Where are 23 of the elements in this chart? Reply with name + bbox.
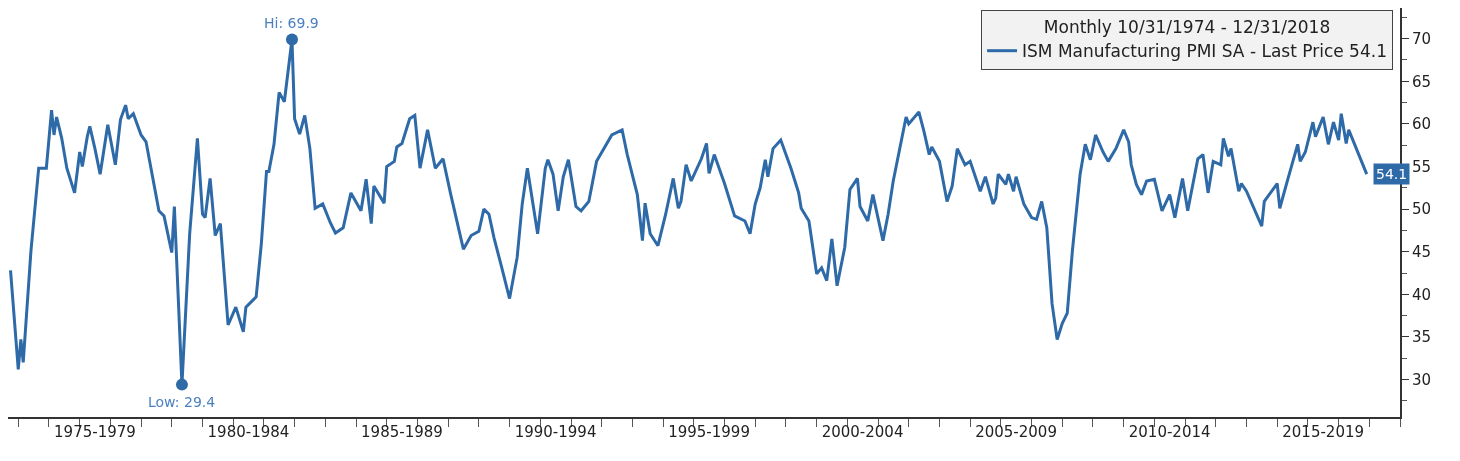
legend-label: ISM Manufacturing PMI SA - Last Price 54.1 (1022, 41, 1387, 62)
y-tick-label: 40 (1412, 285, 1432, 304)
x-tick-label: 1985-1989 (361, 423, 443, 441)
annotation: Low: 29.4 (148, 394, 216, 410)
x-tick-label: 2005-2009 (975, 423, 1057, 441)
y-tick-label: 50 (1412, 200, 1432, 219)
y-tick-label: 30 (1412, 370, 1432, 389)
y-tick-label: 55 (1412, 157, 1432, 176)
x-tick-label: 1975-1979 (54, 423, 136, 441)
annotation: 54.1 (1376, 166, 1408, 182)
x-tick-label: 2010-2014 (1128, 423, 1211, 441)
x-tick-label: 2015-2019 (1282, 423, 1365, 441)
annotation: Hi: 69.9 (264, 15, 319, 31)
y-tick-label: 45 (1412, 242, 1432, 261)
y-tick-label: 35 (1412, 328, 1432, 347)
x-tick-label: 1980-1984 (207, 423, 290, 441)
y-tick-label: 60 (1412, 115, 1432, 134)
legend-title: Monthly 10/31/1974 - 12/31/2018 (1043, 17, 1331, 38)
x-tick-label: 2000-2004 (821, 423, 904, 441)
x-tick-label: 1990-1994 (514, 423, 597, 441)
y-tick-label: 65 (1412, 72, 1432, 91)
x-tick-label: 1995-1999 (668, 423, 750, 441)
y-tick-label: 70 (1412, 29, 1432, 48)
